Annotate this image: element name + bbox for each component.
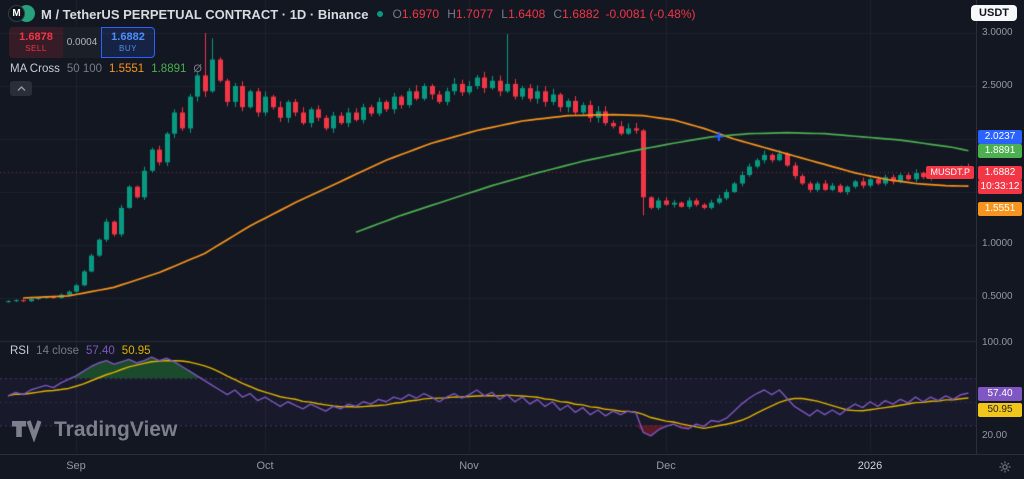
price-tick: 2.5000 xyxy=(982,80,1013,91)
currency-toggle-button[interactable]: USDT xyxy=(971,5,1017,21)
buy-price: 1.6882 xyxy=(111,31,145,43)
ma100-value: 1.8891 xyxy=(151,63,187,75)
collapse-legend-button[interactable] xyxy=(10,81,32,96)
time-axis[interactable]: Sep Oct Nov Dec 2026 xyxy=(0,454,1024,479)
price-tick: 1.0000 xyxy=(982,238,1013,249)
high-value: 1.7077 xyxy=(455,7,494,21)
market-status-dot-icon xyxy=(377,11,384,17)
sell-price: 1.6878 xyxy=(19,31,53,43)
ma-cross-legend[interactable]: MA Cross 50 100 1.5551 1.8891 Ø xyxy=(10,63,202,75)
price-tag-countdown: 10:33:12 xyxy=(978,180,1022,194)
time-label-2026: 2026 xyxy=(857,460,883,472)
ohlc-values: O1.6970 H1.7077 L1.6408 C1.6882 xyxy=(392,7,599,21)
rsi-tick: 20.00 xyxy=(982,430,1008,441)
chart-canvas[interactable] xyxy=(0,0,977,455)
price-tag-ma50: 1.5551 xyxy=(978,202,1022,216)
sell-label: SELL xyxy=(25,44,47,53)
time-label-nov: Nov xyxy=(459,460,479,472)
rsi-name: RSI xyxy=(10,345,30,357)
low-label: L xyxy=(501,7,509,21)
ma50-value: 1.5551 xyxy=(109,63,145,75)
rsi-tag-signal: 50.95 xyxy=(978,403,1022,417)
price-axis[interactable]: 3.0000 2.5000 1.0000 0.5000 100.00 20.00… xyxy=(976,0,1024,455)
chevron-up-icon xyxy=(17,85,25,91)
time-label-sep: Sep xyxy=(66,460,86,472)
symbol-price-label: MUSDT.P xyxy=(926,166,974,179)
watermark-text: TradingView xyxy=(54,418,178,441)
rsi-tick: 100.00 xyxy=(982,337,1013,348)
tradingview-logo-icon xyxy=(12,419,42,442)
symbol-logo: M xyxy=(8,5,35,23)
price-tag-cross-level: 2.0237 xyxy=(978,130,1022,144)
close-label: C xyxy=(553,7,563,21)
price-tick: 3.0000 xyxy=(982,27,1013,38)
open-label: O xyxy=(392,7,402,21)
price-tag-last-price: 1.6882 xyxy=(978,166,1022,180)
buy-sell-widget: 1.6878 SELL 0.0004 1.6882 BUY xyxy=(9,27,155,58)
high-label: H xyxy=(447,7,456,21)
m-logo-icon: M xyxy=(8,5,25,22)
ma-cross-params: 50 100 xyxy=(66,63,103,75)
rsi-tag-value: 57.40 xyxy=(978,387,1022,401)
spread-value: 0.0004 xyxy=(63,27,101,58)
buy-label: BUY xyxy=(119,44,137,53)
close-value: 1.6882 xyxy=(562,7,600,21)
low-value: 1.6408 xyxy=(508,7,546,21)
open-value: 1.6970 xyxy=(401,7,440,21)
symbol-title[interactable]: M / TetherUS PERPETUAL CONTRACT · 1D · B… xyxy=(41,6,369,22)
rsi-legend[interactable]: RSI 14 close 57.40 50.95 xyxy=(10,345,151,357)
time-label-oct: Oct xyxy=(256,460,274,472)
tradingview-watermark: TradingView xyxy=(12,418,177,442)
empty-value-icon: Ø xyxy=(193,63,202,75)
price-tick: 0.5000 xyxy=(982,291,1013,302)
buy-button[interactable]: 1.6882 BUY xyxy=(101,27,155,58)
price-tag-ma100: 1.8891 xyxy=(978,144,1022,158)
symbol-header: M M / TetherUS PERPETUAL CONTRACT · 1D ·… xyxy=(8,5,696,23)
settings-gear-icon[interactable] xyxy=(999,460,1011,478)
rsi-signal-value: 50.95 xyxy=(121,345,151,357)
ma-cross-name: MA Cross xyxy=(10,63,60,75)
rsi-params: 14 close xyxy=(36,345,80,357)
rsi-value: 57.40 xyxy=(86,345,115,357)
time-label-dec: Dec xyxy=(656,460,676,472)
sell-button[interactable]: 1.6878 SELL xyxy=(9,27,63,58)
price-change: -0.0081 (-0.48%) xyxy=(605,7,696,21)
